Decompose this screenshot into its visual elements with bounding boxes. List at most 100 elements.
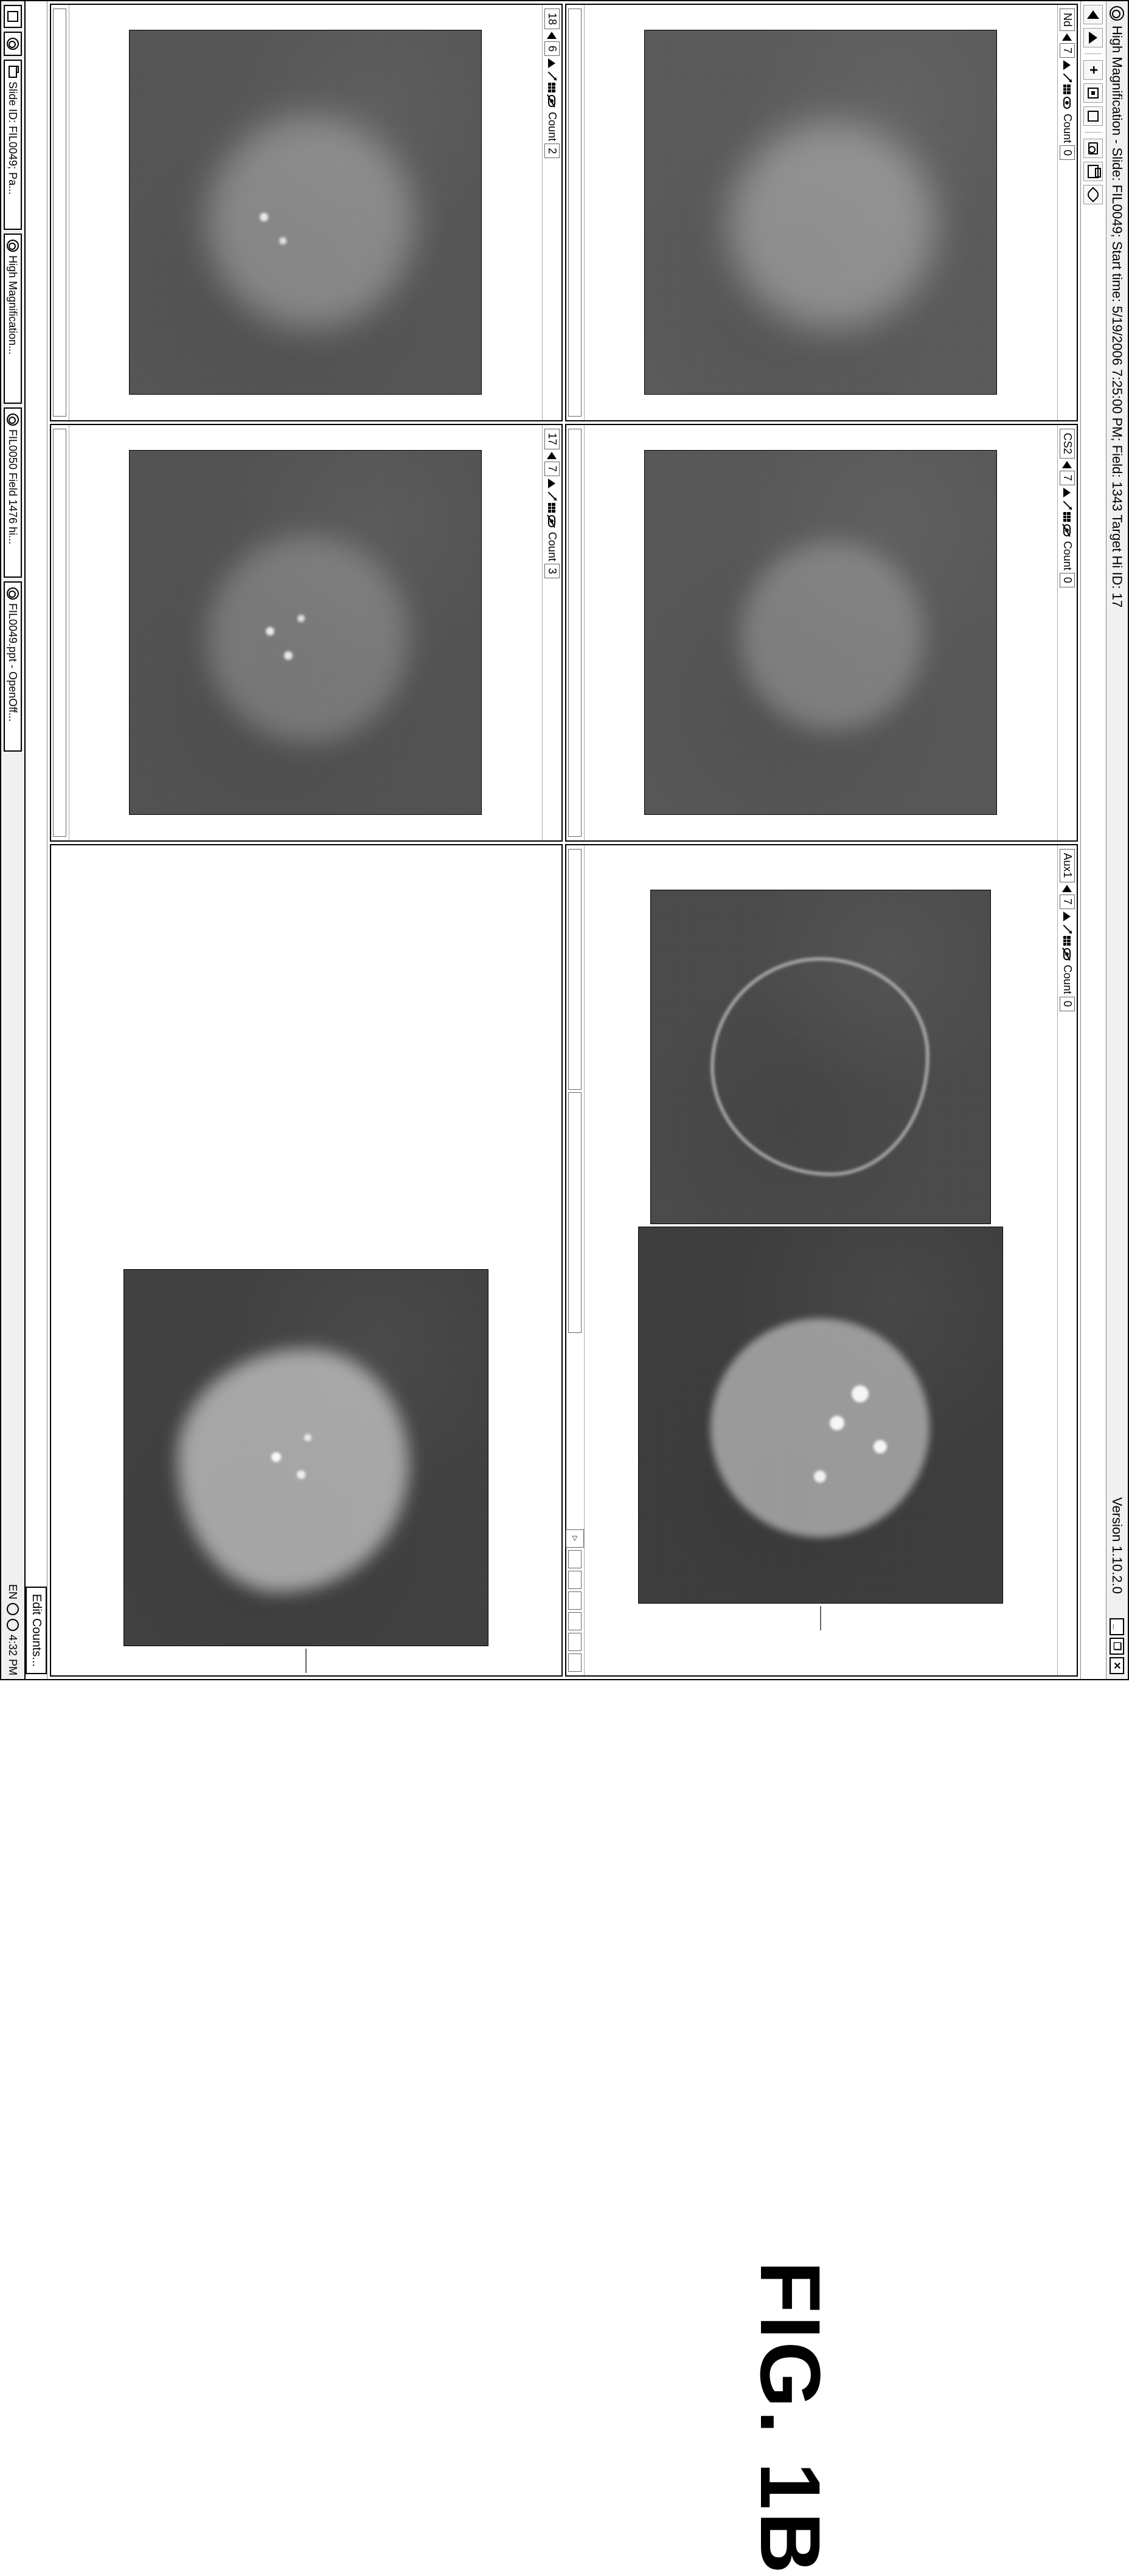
print-button[interactable] — [1084, 162, 1103, 181]
seg[interactable] — [569, 1612, 582, 1630]
eye-off-icon[interactable] — [549, 515, 556, 527]
start-button[interactable] — [4, 5, 22, 28]
edit-counts-button[interactable]: Edit Counts... — [26, 1587, 47, 1674]
count-label: Count — [1061, 541, 1074, 570]
index-value: 7 — [544, 462, 560, 476]
taskbar: Slide ID: FIL0049; Pa... High Magnificat… — [1, 1, 26, 1679]
version-label: Version 1.10.2.0 — [1110, 1497, 1125, 1594]
taskbar-item[interactable]: High Magnification... — [4, 234, 22, 404]
pen-icon[interactable] — [1063, 74, 1071, 81]
image-area[interactable] — [585, 425, 1057, 840]
tray-icon[interactable] — [7, 1619, 19, 1631]
index-value: 7 — [1060, 895, 1075, 909]
close-button[interactable]: ✕ — [1110, 1657, 1125, 1674]
cell-image — [130, 30, 482, 395]
channel-label: Nd — [1060, 9, 1075, 31]
cell-image-merged — [124, 1269, 489, 1646]
lang-indicator[interactable]: EN — [7, 1584, 19, 1599]
channel-label: CS2 — [1060, 429, 1075, 459]
eye-icon[interactable] — [1064, 97, 1071, 109]
up-icon[interactable] — [549, 479, 556, 488]
count-value: 0 — [1060, 145, 1075, 160]
panel-nd: Nd 7 Count 0 — [565, 4, 1078, 421]
seg[interactable] — [569, 1550, 582, 1568]
app-icon — [7, 587, 19, 600]
panel-status — [566, 5, 585, 420]
seg[interactable] — [569, 1591, 582, 1610]
prev-icon[interactable] — [1063, 33, 1072, 41]
image-area[interactable] — [69, 425, 542, 840]
image-area[interactable] — [585, 5, 1057, 420]
grid-icon[interactable] — [1064, 512, 1071, 522]
seg[interactable] — [569, 1653, 582, 1672]
prev-icon[interactable] — [547, 452, 557, 459]
grid-icon[interactable] — [1064, 85, 1071, 94]
eye-off-icon[interactable] — [549, 95, 556, 107]
channel-label: 17 — [544, 429, 560, 449]
play-button[interactable]: ▷ — [566, 1529, 585, 1548]
taskbar-item[interactable]: FIL0050 Field 1476 hi... — [4, 407, 22, 578]
scrollbar[interactable] — [306, 1649, 307, 1673]
cell-image — [645, 30, 998, 395]
index-value: 6 — [544, 41, 560, 56]
taskbar-item[interactable]: Slide ID: FIL0049; Pa... — [4, 60, 22, 230]
prev-icon[interactable] — [1063, 461, 1072, 468]
main-toolbar: + — [1080, 1, 1106, 1679]
pen-icon[interactable] — [548, 72, 556, 80]
prev-button[interactable] — [1084, 5, 1103, 24]
window-title: High Magnification - Slide: FIL0049; Sta… — [1110, 26, 1125, 1497]
capture-button[interactable] — [1084, 139, 1103, 158]
maximize-button[interactable]: ❐ — [1110, 1638, 1125, 1655]
system-tray: EN 4:32 PM — [7, 1584, 19, 1675]
seg[interactable] — [569, 1571, 582, 1589]
up-icon[interactable] — [1064, 60, 1071, 70]
seg[interactable] — [569, 1633, 582, 1651]
count-value: 2 — [544, 144, 560, 158]
folder-icon — [9, 66, 17, 78]
taskbar-label: Slide ID: FIL0049; Pa... — [7, 81, 19, 195]
count-label: Count — [1061, 114, 1074, 143]
pen-icon[interactable] — [548, 491, 556, 499]
desktop-button[interactable] — [4, 32, 22, 56]
app-icon — [7, 240, 19, 252]
prev-icon[interactable] — [547, 32, 557, 39]
minimize-button[interactable]: _ — [1110, 1618, 1125, 1635]
up-button[interactable] — [1084, 28, 1103, 47]
up-icon[interactable] — [549, 58, 556, 68]
prev-icon[interactable] — [1063, 885, 1072, 892]
cell-image — [130, 450, 482, 815]
image-area[interactable] — [51, 845, 561, 1676]
panel-17: 17 7 Count 3 — [50, 424, 563, 842]
add-button[interactable]: + — [1084, 60, 1103, 80]
status-box — [54, 9, 67, 417]
clock: 4:32 PM — [7, 1635, 19, 1675]
status-box — [54, 429, 67, 837]
grid-icon[interactable] — [1064, 936, 1071, 946]
content-area: Nd 7 Count 0 — [47, 1, 1080, 1679]
channel-label: 18 — [544, 9, 560, 29]
grid-icon[interactable] — [549, 503, 556, 513]
taskbar-item[interactable]: FIL0049.ppt - OpenOff... — [4, 581, 22, 752]
index-value: 7 — [1060, 43, 1075, 58]
region-button[interactable] — [1084, 83, 1103, 103]
leaf-button[interactable] — [1084, 185, 1103, 204]
count-value: 0 — [1060, 997, 1075, 1011]
eye-off-icon[interactable] — [1064, 948, 1071, 960]
count-value: 0 — [1060, 573, 1075, 587]
up-icon[interactable] — [1064, 488, 1071, 497]
right-strip — [306, 1649, 307, 1673]
pen-icon[interactable] — [1063, 500, 1071, 508]
count-value: 3 — [544, 564, 560, 578]
tray-icon[interactable] — [7, 1603, 19, 1615]
figure-label: FIG. 1B — [741, 1447, 839, 2576]
up-icon[interactable] — [1064, 912, 1071, 921]
eye-off-icon[interactable] — [1064, 524, 1071, 536]
bottom-bar: Edit Counts... — [26, 1, 47, 1679]
cell-image-aux — [651, 890, 992, 1224]
grid-icon[interactable] — [549, 83, 556, 92]
image-area[interactable] — [69, 5, 542, 420]
count-label: Count — [546, 112, 558, 141]
pen-icon[interactable] — [1063, 924, 1071, 932]
panel-toolbar: Nd 7 Count 0 — [1057, 5, 1077, 420]
empty-box-button[interactable] — [1084, 106, 1103, 126]
